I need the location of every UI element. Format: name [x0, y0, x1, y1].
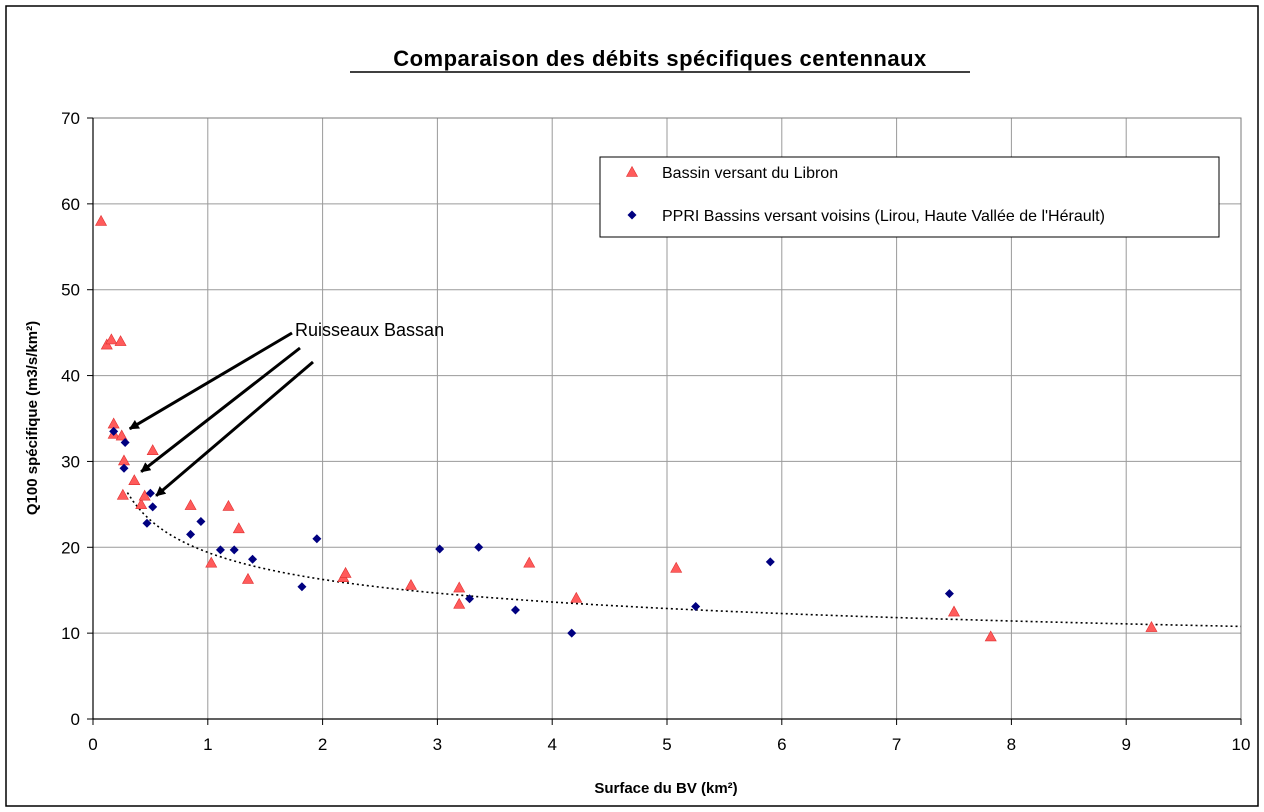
y-tick-label: 40 — [61, 367, 80, 386]
data-point-libron — [205, 556, 218, 568]
data-point-libron — [453, 597, 466, 609]
x-tick-label: 10 — [1232, 735, 1251, 754]
x-axis-label: Surface du BV (km²) — [594, 780, 737, 797]
data-point-ppri — [435, 544, 445, 554]
legend-symbol-libron — [625, 165, 639, 177]
data-point-libron — [453, 581, 466, 593]
data-point-libron — [947, 605, 961, 617]
data-point-libron — [116, 488, 129, 500]
data-point-ppri — [474, 542, 484, 552]
legend-box — [599, 156, 1220, 238]
data-point-libron — [670, 561, 683, 573]
trendline — [126, 492, 1242, 628]
x-tick-label: 9 — [1121, 735, 1130, 754]
y-axis-ticks: 0 10 20 30 40 50 60 70 — [61, 109, 93, 729]
data-point-ppri — [567, 628, 577, 638]
series-libron — [95, 214, 1158, 642]
y-tick-label: 50 — [61, 281, 80, 300]
data-point-libron — [105, 333, 118, 345]
data-point-ppri — [465, 594, 475, 604]
data-point-libron — [404, 578, 418, 590]
data-point-ppri — [186, 529, 196, 539]
legend-label-libron: Bassin versant du Libron — [662, 165, 838, 182]
data-point-ppri — [297, 582, 307, 592]
x-tick-label: 7 — [892, 735, 901, 754]
data-point-libron — [339, 566, 352, 578]
data-point-ppri — [312, 534, 322, 544]
annotation-arrow — [155, 360, 314, 497]
data-point-libron — [222, 499, 235, 511]
data-point-libron — [128, 474, 141, 486]
x-tick-label: 3 — [433, 735, 442, 754]
data-point-libron — [135, 498, 148, 510]
data-point-libron — [95, 214, 108, 226]
chart-title: Comparaison des débits spécifiques cente… — [393, 46, 927, 71]
annotation-ruisseaux-bassan: Ruisseaux Bassan — [128, 320, 444, 497]
data-point-libron — [241, 572, 254, 584]
annotation-arrow — [128, 331, 293, 431]
series-ppri — [109, 426, 954, 638]
y-tick-label: 60 — [61, 195, 80, 214]
data-point-libron — [184, 499, 197, 510]
data-point-libron — [115, 429, 128, 441]
data-point-libron — [138, 489, 151, 501]
data-point-ppri — [142, 518, 152, 528]
annotation-arrow — [140, 346, 301, 473]
annotation-arrows — [128, 331, 314, 497]
legend-marker-ppri — [627, 210, 637, 220]
data-point-ppri — [229, 545, 239, 555]
x-tick-label: 8 — [1007, 735, 1016, 754]
y-tick-label: 0 — [71, 710, 80, 729]
data-point-libron — [570, 591, 583, 603]
x-tick-label: 0 — [88, 735, 97, 754]
y-tick-label: 10 — [61, 624, 80, 643]
legend: Bassin versant du Libron PPRI Bassins ve… — [599, 156, 1220, 238]
x-tick-label: 6 — [777, 735, 786, 754]
x-tick-label: 4 — [547, 735, 556, 754]
data-point-ppri — [248, 554, 258, 564]
data-point-ppri — [215, 545, 225, 555]
data-point-ppri — [120, 438, 130, 448]
trendline-group — [126, 492, 1242, 628]
y-tick-label: 70 — [61, 109, 80, 128]
data-point-libron — [984, 630, 997, 642]
data-point-ppri — [119, 463, 129, 473]
chart-frame — [5, 5, 1259, 807]
data-point-ppri — [510, 605, 520, 615]
x-tick-label: 5 — [662, 735, 671, 754]
data-point-libron — [114, 335, 127, 346]
y-tick-label: 30 — [61, 452, 80, 471]
data-point-ppri — [765, 557, 775, 567]
data-point-ppri — [196, 517, 206, 527]
y-axis-label: Q100 spécifique (m3/s/km²) — [24, 321, 41, 515]
legend-label-ppri: PPRI Bassins versant voisins (Lirou, Hau… — [662, 208, 1105, 225]
x-tick-label: 1 — [203, 735, 212, 754]
data-point-ppri — [148, 502, 158, 512]
data-point-ppri — [944, 589, 954, 599]
x-tick-label: 2 — [318, 735, 327, 754]
data-point-ppri — [691, 602, 701, 612]
data-point-libron — [232, 522, 245, 534]
data-point-libron — [523, 556, 536, 568]
data-point-libron — [1145, 621, 1158, 632]
y-tick-label: 20 — [61, 538, 80, 557]
annotation-text: Ruisseaux Bassan — [295, 320, 444, 340]
legend-symbol-ppri — [627, 210, 637, 220]
data-point-ppri — [145, 488, 155, 498]
data-point-ppri — [109, 426, 119, 436]
data-point-libron — [146, 444, 159, 455]
legend-marker-libron — [625, 165, 639, 177]
x-axis-ticks: 0 1 2 3 4 5 6 7 8 9 10 — [88, 719, 1250, 754]
